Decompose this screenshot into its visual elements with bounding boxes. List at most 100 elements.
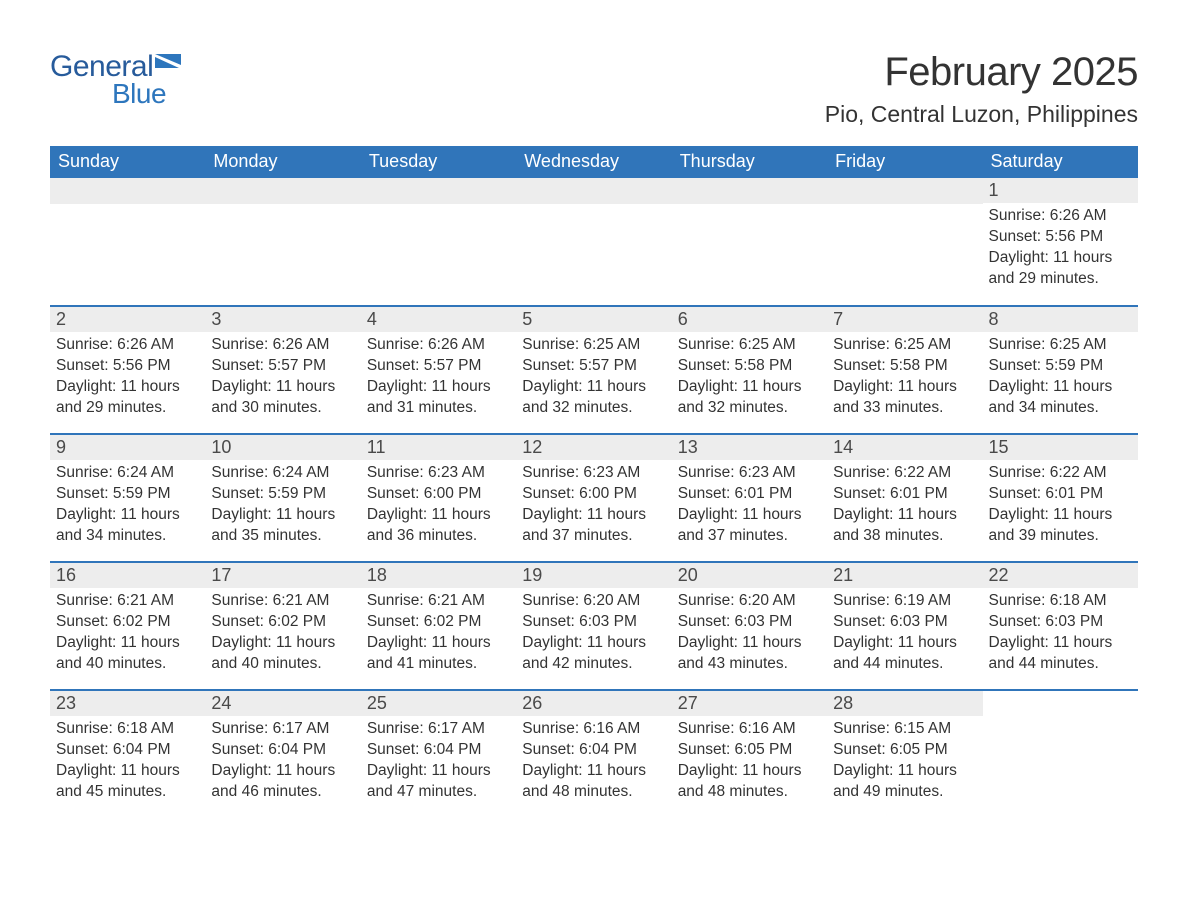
day-number: 20 (672, 563, 827, 588)
sunrise-text: Sunrise: 6:17 AM (211, 719, 354, 740)
sunset-text: Sunset: 6:03 PM (833, 612, 976, 633)
month-title: February 2025 (825, 50, 1138, 95)
sunrise-text: Sunrise: 6:20 AM (678, 591, 821, 612)
sunrise-text: Sunrise: 6:24 AM (211, 463, 354, 484)
day-number: 21 (827, 563, 982, 588)
sunrise-text: Sunrise: 6:26 AM (211, 335, 354, 356)
day-data: Sunrise: 6:17 AMSunset: 6:04 PMDaylight:… (205, 716, 360, 809)
sunset-text: Sunset: 6:05 PM (678, 740, 821, 761)
day-cell: 26Sunrise: 6:16 AMSunset: 6:04 PMDayligh… (516, 690, 671, 818)
day-cell: 1Sunrise: 6:26 AMSunset: 5:56 PMDaylight… (983, 178, 1138, 306)
weekday-header: Wednesday (516, 146, 671, 178)
day-data: Sunrise: 6:26 AMSunset: 5:57 PMDaylight:… (205, 332, 360, 425)
day-cell: 2Sunrise: 6:26 AMSunset: 5:56 PMDaylight… (50, 306, 205, 434)
day-data: Sunrise: 6:24 AMSunset: 5:59 PMDaylight:… (205, 460, 360, 553)
day-number: 4 (361, 307, 516, 332)
daylight-text: Daylight: 11 hours and 35 minutes. (211, 505, 354, 547)
day-number: 25 (361, 691, 516, 716)
daylight-text: Daylight: 11 hours and 46 minutes. (211, 761, 354, 803)
day-data: Sunrise: 6:24 AMSunset: 5:59 PMDaylight:… (50, 460, 205, 553)
empty-day-header (516, 178, 671, 204)
page-header: General Blue February 2025 Pio, Central … (50, 50, 1138, 128)
day-cell: 12Sunrise: 6:23 AMSunset: 6:00 PMDayligh… (516, 434, 671, 562)
day-data: Sunrise: 6:16 AMSunset: 6:05 PMDaylight:… (672, 716, 827, 809)
day-cell: 23Sunrise: 6:18 AMSunset: 6:04 PMDayligh… (50, 690, 205, 818)
day-data: Sunrise: 6:23 AMSunset: 6:00 PMDaylight:… (361, 460, 516, 553)
day-data: Sunrise: 6:26 AMSunset: 5:57 PMDaylight:… (361, 332, 516, 425)
day-cell: 24Sunrise: 6:17 AMSunset: 6:04 PMDayligh… (205, 690, 360, 818)
daylight-text: Daylight: 11 hours and 37 minutes. (522, 505, 665, 547)
sunset-text: Sunset: 5:58 PM (678, 356, 821, 377)
day-number: 11 (361, 435, 516, 460)
day-data: Sunrise: 6:18 AMSunset: 6:03 PMDaylight:… (983, 588, 1138, 681)
day-cell (827, 178, 982, 306)
daylight-text: Daylight: 11 hours and 48 minutes. (678, 761, 821, 803)
sunrise-text: Sunrise: 6:25 AM (833, 335, 976, 356)
day-data: Sunrise: 6:18 AMSunset: 6:04 PMDaylight:… (50, 716, 205, 809)
sunrise-text: Sunrise: 6:18 AM (989, 591, 1132, 612)
sunrise-text: Sunrise: 6:21 AM (367, 591, 510, 612)
day-cell: 6Sunrise: 6:25 AMSunset: 5:58 PMDaylight… (672, 306, 827, 434)
sunset-text: Sunset: 6:03 PM (522, 612, 665, 633)
sunset-text: Sunset: 6:01 PM (678, 484, 821, 505)
empty-day-header (827, 178, 982, 204)
daylight-text: Daylight: 11 hours and 37 minutes. (678, 505, 821, 547)
day-cell (205, 178, 360, 306)
sunset-text: Sunset: 6:03 PM (678, 612, 821, 633)
day-data: Sunrise: 6:26 AMSunset: 5:56 PMDaylight:… (983, 203, 1138, 296)
daylight-text: Daylight: 11 hours and 29 minutes. (56, 377, 199, 419)
daylight-text: Daylight: 11 hours and 44 minutes. (833, 633, 976, 675)
daylight-text: Daylight: 11 hours and 36 minutes. (367, 505, 510, 547)
flag-icon (155, 54, 187, 81)
daylight-text: Daylight: 11 hours and 43 minutes. (678, 633, 821, 675)
day-number: 27 (672, 691, 827, 716)
sunset-text: Sunset: 6:01 PM (989, 484, 1132, 505)
daylight-text: Daylight: 11 hours and 32 minutes. (522, 377, 665, 419)
daylight-text: Daylight: 11 hours and 48 minutes. (522, 761, 665, 803)
sunset-text: Sunset: 6:02 PM (211, 612, 354, 633)
empty-day-data (205, 204, 360, 294)
calendar-body: 1Sunrise: 6:26 AMSunset: 5:56 PMDaylight… (50, 178, 1138, 818)
day-number: 26 (516, 691, 671, 716)
sunrise-text: Sunrise: 6:25 AM (522, 335, 665, 356)
day-number: 14 (827, 435, 982, 460)
sunrise-text: Sunrise: 6:26 AM (367, 335, 510, 356)
empty-day-data (827, 204, 982, 294)
day-cell: 7Sunrise: 6:25 AMSunset: 5:58 PMDaylight… (827, 306, 982, 434)
sunset-text: Sunset: 6:04 PM (522, 740, 665, 761)
sunrise-text: Sunrise: 6:22 AM (989, 463, 1132, 484)
day-cell: 16Sunrise: 6:21 AMSunset: 6:02 PMDayligh… (50, 562, 205, 690)
daylight-text: Daylight: 11 hours and 31 minutes. (367, 377, 510, 419)
week-row: 1Sunrise: 6:26 AMSunset: 5:56 PMDaylight… (50, 178, 1138, 306)
daylight-text: Daylight: 11 hours and 45 minutes. (56, 761, 199, 803)
day-data: Sunrise: 6:25 AMSunset: 5:59 PMDaylight:… (983, 332, 1138, 425)
sunset-text: Sunset: 5:59 PM (56, 484, 199, 505)
empty-day-data (672, 204, 827, 294)
sunrise-text: Sunrise: 6:26 AM (56, 335, 199, 356)
day-cell: 15Sunrise: 6:22 AMSunset: 6:01 PMDayligh… (983, 434, 1138, 562)
sunset-text: Sunset: 5:58 PM (833, 356, 976, 377)
daylight-text: Daylight: 11 hours and 41 minutes. (367, 633, 510, 675)
weekday-header: Thursday (672, 146, 827, 178)
day-data: Sunrise: 6:21 AMSunset: 6:02 PMDaylight:… (205, 588, 360, 681)
weekday-header: Monday (205, 146, 360, 178)
daylight-text: Daylight: 11 hours and 32 minutes. (678, 377, 821, 419)
day-number: 19 (516, 563, 671, 588)
day-cell: 27Sunrise: 6:16 AMSunset: 6:05 PMDayligh… (672, 690, 827, 818)
weekday-header: Saturday (983, 146, 1138, 178)
weekday-header-row: Sunday Monday Tuesday Wednesday Thursday… (50, 146, 1138, 178)
sunset-text: Sunset: 5:59 PM (211, 484, 354, 505)
empty-day-data (983, 691, 1138, 781)
day-data: Sunrise: 6:15 AMSunset: 6:05 PMDaylight:… (827, 716, 982, 809)
daylight-text: Daylight: 11 hours and 44 minutes. (989, 633, 1132, 675)
daylight-text: Daylight: 11 hours and 33 minutes. (833, 377, 976, 419)
day-data: Sunrise: 6:25 AMSunset: 5:58 PMDaylight:… (827, 332, 982, 425)
day-cell (983, 690, 1138, 818)
sunrise-text: Sunrise: 6:16 AM (678, 719, 821, 740)
sunrise-text: Sunrise: 6:18 AM (56, 719, 199, 740)
day-data: Sunrise: 6:16 AMSunset: 6:04 PMDaylight:… (516, 716, 671, 809)
day-number: 15 (983, 435, 1138, 460)
day-cell: 22Sunrise: 6:18 AMSunset: 6:03 PMDayligh… (983, 562, 1138, 690)
day-data: Sunrise: 6:21 AMSunset: 6:02 PMDaylight:… (50, 588, 205, 681)
day-cell: 18Sunrise: 6:21 AMSunset: 6:02 PMDayligh… (361, 562, 516, 690)
